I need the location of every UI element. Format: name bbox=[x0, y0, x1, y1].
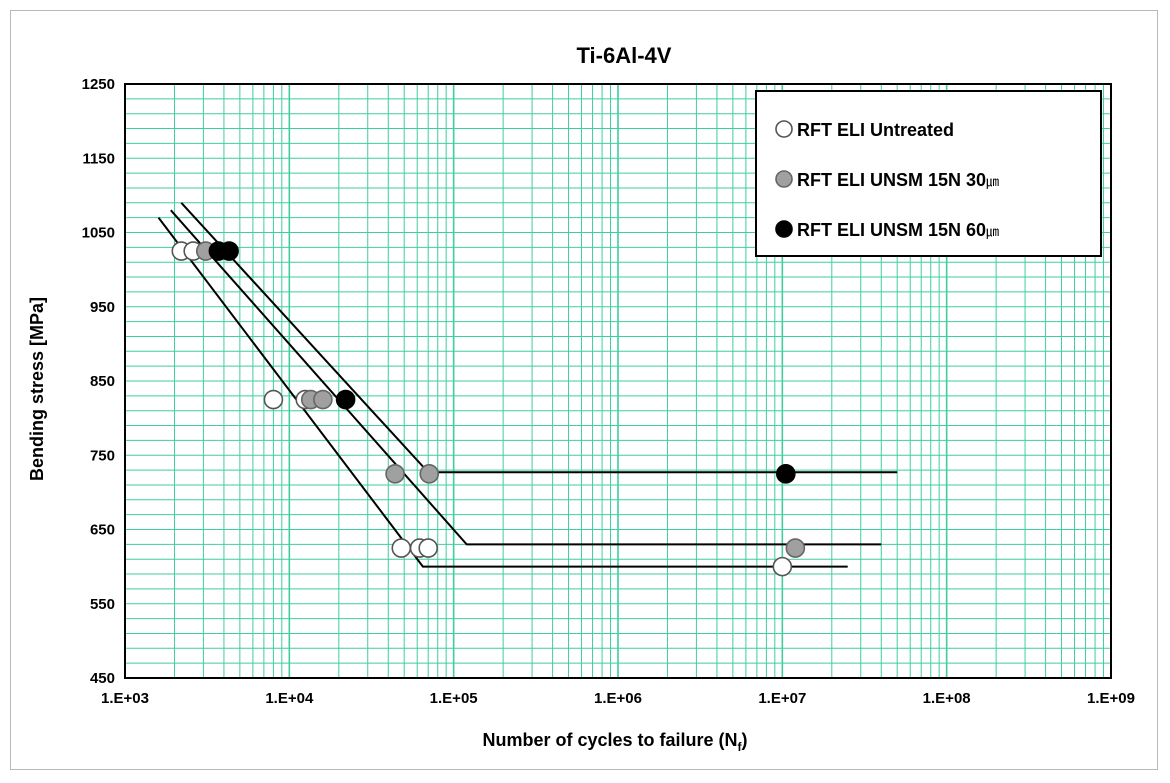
data-point bbox=[772, 556, 793, 577]
legend-marker bbox=[775, 170, 793, 188]
x-tick-label: 1.E+03 bbox=[101, 690, 149, 707]
trend-lines bbox=[157, 202, 898, 568]
legend-entry: RFT ELI UNSM 15N 60㎛ bbox=[797, 220, 999, 240]
y-tick-label: 1150 bbox=[82, 150, 115, 167]
x-tick-labels: 1.E+03 1.E+04 1.E+05 1.E+06 1.E+07 1.E+08 1.E+… bbox=[101, 690, 1135, 707]
x-tick-label: 1.E+04 bbox=[265, 690, 314, 707]
x-axis-label-close: ) bbox=[742, 730, 748, 750]
y-tick-labels: 450 550 650 750 850 950 1050 1150 1250 bbox=[82, 76, 115, 687]
x-axis-label-subscript: f bbox=[738, 740, 743, 754]
x-tick-label: 1.E+07 bbox=[758, 690, 806, 707]
data-point bbox=[335, 389, 356, 410]
y-tick-label: 650 bbox=[90, 522, 115, 539]
y-tick-label: 1250 bbox=[82, 76, 115, 93]
x-tick-label: 1.E+08 bbox=[923, 690, 971, 707]
y-tick-label: 450 bbox=[90, 670, 115, 687]
legend-box bbox=[755, 90, 1102, 257]
legend-marker bbox=[775, 120, 793, 138]
x-axis-label-main: Number of cycles to failure (N bbox=[482, 730, 737, 750]
chart-frame: Ti-6Al-4V 450 550 650 750 850 950 1050 1150 1250… bbox=[10, 10, 1158, 770]
y-tick-label: 550 bbox=[90, 596, 115, 613]
data-point bbox=[313, 389, 333, 410]
data-point bbox=[219, 241, 239, 261]
trend-line bbox=[157, 216, 848, 568]
trend-line bbox=[170, 209, 882, 546]
y-tick-label: 1050 bbox=[82, 225, 115, 242]
chart-svg: Ti-6Al-4V 450 550 650 750 850 950 1050 1150 1250… bbox=[27, 43, 1135, 754]
data-point bbox=[385, 464, 405, 484]
plot-area-border bbox=[124, 83, 1112, 679]
data-point bbox=[263, 389, 284, 410]
legend-entry-unit: ㎛ bbox=[986, 174, 999, 190]
y-tick-label: 850 bbox=[90, 373, 115, 390]
legend-entry-unit: ㎛ bbox=[986, 224, 999, 240]
data-point bbox=[391, 538, 412, 558]
legend-entry: RFT ELI UNSM 15N 30㎛ bbox=[797, 170, 999, 190]
legend-entry-name: RFT ELI UNSM 15N 60 bbox=[797, 220, 986, 240]
legend-marker bbox=[775, 220, 793, 238]
x-tick-label: 1.E+09 bbox=[1087, 690, 1135, 707]
y-tick-label: 950 bbox=[90, 299, 115, 316]
data-point bbox=[776, 464, 796, 484]
data-points bbox=[171, 241, 806, 577]
legend-entry-name: RFT ELI UNSM 15N 30 bbox=[797, 170, 986, 190]
data-point bbox=[419, 464, 440, 484]
legend-entry-name: RFT ELI Untreated bbox=[797, 120, 954, 140]
x-tick-label: 1.E+05 bbox=[430, 690, 478, 707]
legend-entry: RFT ELI Untreated bbox=[797, 120, 954, 140]
data-point bbox=[785, 538, 806, 558]
data-point bbox=[418, 538, 439, 558]
x-tick-label: 1.E+06 bbox=[594, 690, 642, 707]
y-tick-label: 750 bbox=[90, 447, 115, 464]
y-axis-label: Bending stress [MPa] bbox=[27, 297, 47, 481]
x-axis-label: Number of cycles to failure (Nf) bbox=[482, 730, 747, 754]
chart-title: Ti-6Al-4V bbox=[577, 43, 672, 68]
